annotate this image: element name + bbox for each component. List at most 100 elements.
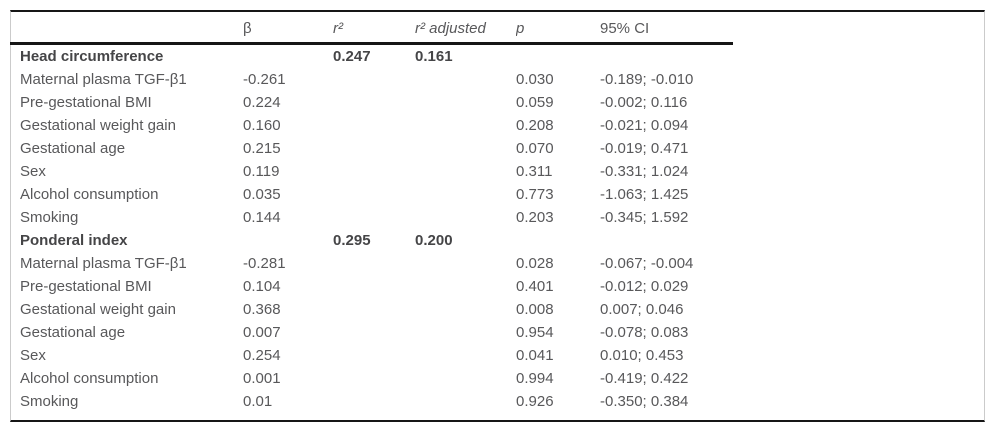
cell-95ci: -1.063; 1.425 [600,186,689,203]
cell-p: 0.008 [516,301,554,318]
cell-r2 [333,298,415,321]
cell-variable: Gestational weight gain [20,117,176,134]
regression-results-table: β r² r² adjusted p 95% CI Head circumfer… [11,12,984,413]
cell-95ci: -0.012; 0.029 [600,278,689,295]
cell-95ci: -0.067; -0.004 [600,255,694,272]
cell-r2-adjusted [415,137,516,160]
table-row: Pre-gestational BMI 0.104 0.401 -0.012; … [11,275,984,298]
cell-variable: Sex [20,347,46,364]
cell-p: 0.954 [516,324,554,341]
cell-p: 0.926 [516,393,554,410]
cell-beta: 0.224 [243,94,281,111]
cell-r2 [333,137,415,160]
col-header-variable [11,12,243,45]
cell-r2 [333,114,415,137]
cell-variable: Maternal plasma TGF-β1 [20,71,187,88]
cell-p [516,45,600,68]
cell-r2-adjusted [415,321,516,344]
cell-beta: -0.261 [243,71,286,88]
table-row: Sex 0.254 0.041 0.010; 0.453 [11,344,984,367]
cell-r2-adjusted: 0.161 [415,48,453,65]
cell-p: 0.401 [516,278,554,295]
table-row: Smoking 0.144 0.203 -0.345; 1.592 [11,206,984,229]
cell-variable: Maternal plasma TGF-β1 [20,255,187,272]
cell-beta: 0.215 [243,140,281,157]
cell-variable: Smoking [20,393,79,410]
cell-95ci: -0.021; 0.094 [600,117,689,134]
cell-r2 [333,160,415,183]
table-row: Sex 0.119 0.311 -0.331; 1.024 [11,160,984,183]
cell-95ci [600,45,984,68]
cell-p: 0.208 [516,117,554,134]
cell-beta [243,229,333,252]
cell-r2-adjusted [415,344,516,367]
cell-r2-adjusted [415,91,516,114]
cell-variable: Alcohol consumption [20,186,159,203]
cell-r2-adjusted [415,367,516,390]
table-body: Head circumference 0.247 0.161 Maternal … [11,45,984,413]
table-row: Maternal plasma TGF-β1 -0.281 0.028 -0.0… [11,252,984,275]
cell-beta: 0.368 [243,301,281,318]
cell-p [516,229,600,252]
table-row: Smoking 0.01 0.926 -0.350; 0.384 [11,390,984,413]
cell-variable: Pre-gestational BMI [20,278,152,295]
cell-beta: 0.254 [243,347,281,364]
cell-r2 [333,91,415,114]
cell-beta [243,45,333,68]
cell-variable: Smoking [20,209,79,226]
cell-r2-adjusted [415,68,516,91]
cell-p: 0.773 [516,186,554,203]
cell-r2: 0.247 [333,48,371,65]
col-header-r2: r² [333,20,343,37]
cell-95ci: -0.419; 0.422 [600,370,689,387]
cell-p: 0.311 [516,163,553,180]
cell-r2 [333,252,415,275]
cell-r2: 0.295 [333,232,371,249]
cell-beta: 0.01 [243,393,273,410]
cell-variable: Ponderal index [20,232,128,249]
table-row: Alcohol consumption 0.035 0.773 -1.063; … [11,183,984,206]
cell-r2 [333,344,415,367]
cell-95ci: -0.331; 1.024 [600,163,689,180]
cell-beta: 0.104 [243,278,281,295]
regression-table: β r² r² adjusted p 95% CI Head circumfer… [10,10,985,422]
cell-beta: 0.001 [243,370,281,387]
cell-beta: 0.035 [243,186,281,203]
cell-p: 0.203 [516,209,554,226]
cell-95ci: -0.350; 0.384 [600,393,689,410]
table-row: Alcohol consumption 0.001 0.994 -0.419; … [11,367,984,390]
table-row: Gestational weight gain 0.160 0.208 -0.0… [11,114,984,137]
table-row: Maternal plasma TGF-β1 -0.261 0.030 -0.1… [11,68,984,91]
cell-95ci [600,229,984,252]
cell-r2-adjusted [415,114,516,137]
table-row: Pre-gestational BMI 0.224 0.059 -0.002; … [11,91,984,114]
table-row: Gestational weight gain 0.368 0.008 0.00… [11,298,984,321]
table-row: Ponderal index 0.295 0.200 [11,229,984,252]
col-header-p: p [516,20,525,37]
table-row: Gestational age 0.007 0.954 -0.078; 0.08… [11,321,984,344]
table-row: Head circumference 0.247 0.161 [11,45,984,68]
cell-beta: 0.160 [243,117,281,134]
cell-p: 0.059 [516,94,554,111]
col-header-95ci: 95% CI [600,20,650,37]
cell-beta: 0.119 [243,163,280,180]
cell-95ci: -0.078; 0.083 [600,324,689,341]
cell-beta: -0.281 [243,255,286,272]
cell-95ci: -0.019; 0.471 [600,140,689,157]
cell-beta: 0.144 [243,209,281,226]
cell-r2 [333,183,415,206]
header-row: β r² r² adjusted p 95% CI [11,12,984,45]
cell-r2-adjusted [415,298,516,321]
cell-r2-adjusted: 0.200 [415,232,453,249]
header-rule [10,42,733,45]
cell-95ci: -0.345; 1.592 [600,209,689,226]
cell-r2-adjusted [415,183,516,206]
cell-variable: Head circumference [20,48,164,65]
cell-variable: Gestational weight gain [20,301,176,318]
cell-r2 [333,275,415,298]
cell-95ci: 0.007; 0.046 [600,301,684,318]
cell-p: 0.041 [516,347,554,364]
cell-variable: Gestational age [20,324,126,341]
cell-r2-adjusted [415,206,516,229]
cell-r2-adjusted [415,160,516,183]
